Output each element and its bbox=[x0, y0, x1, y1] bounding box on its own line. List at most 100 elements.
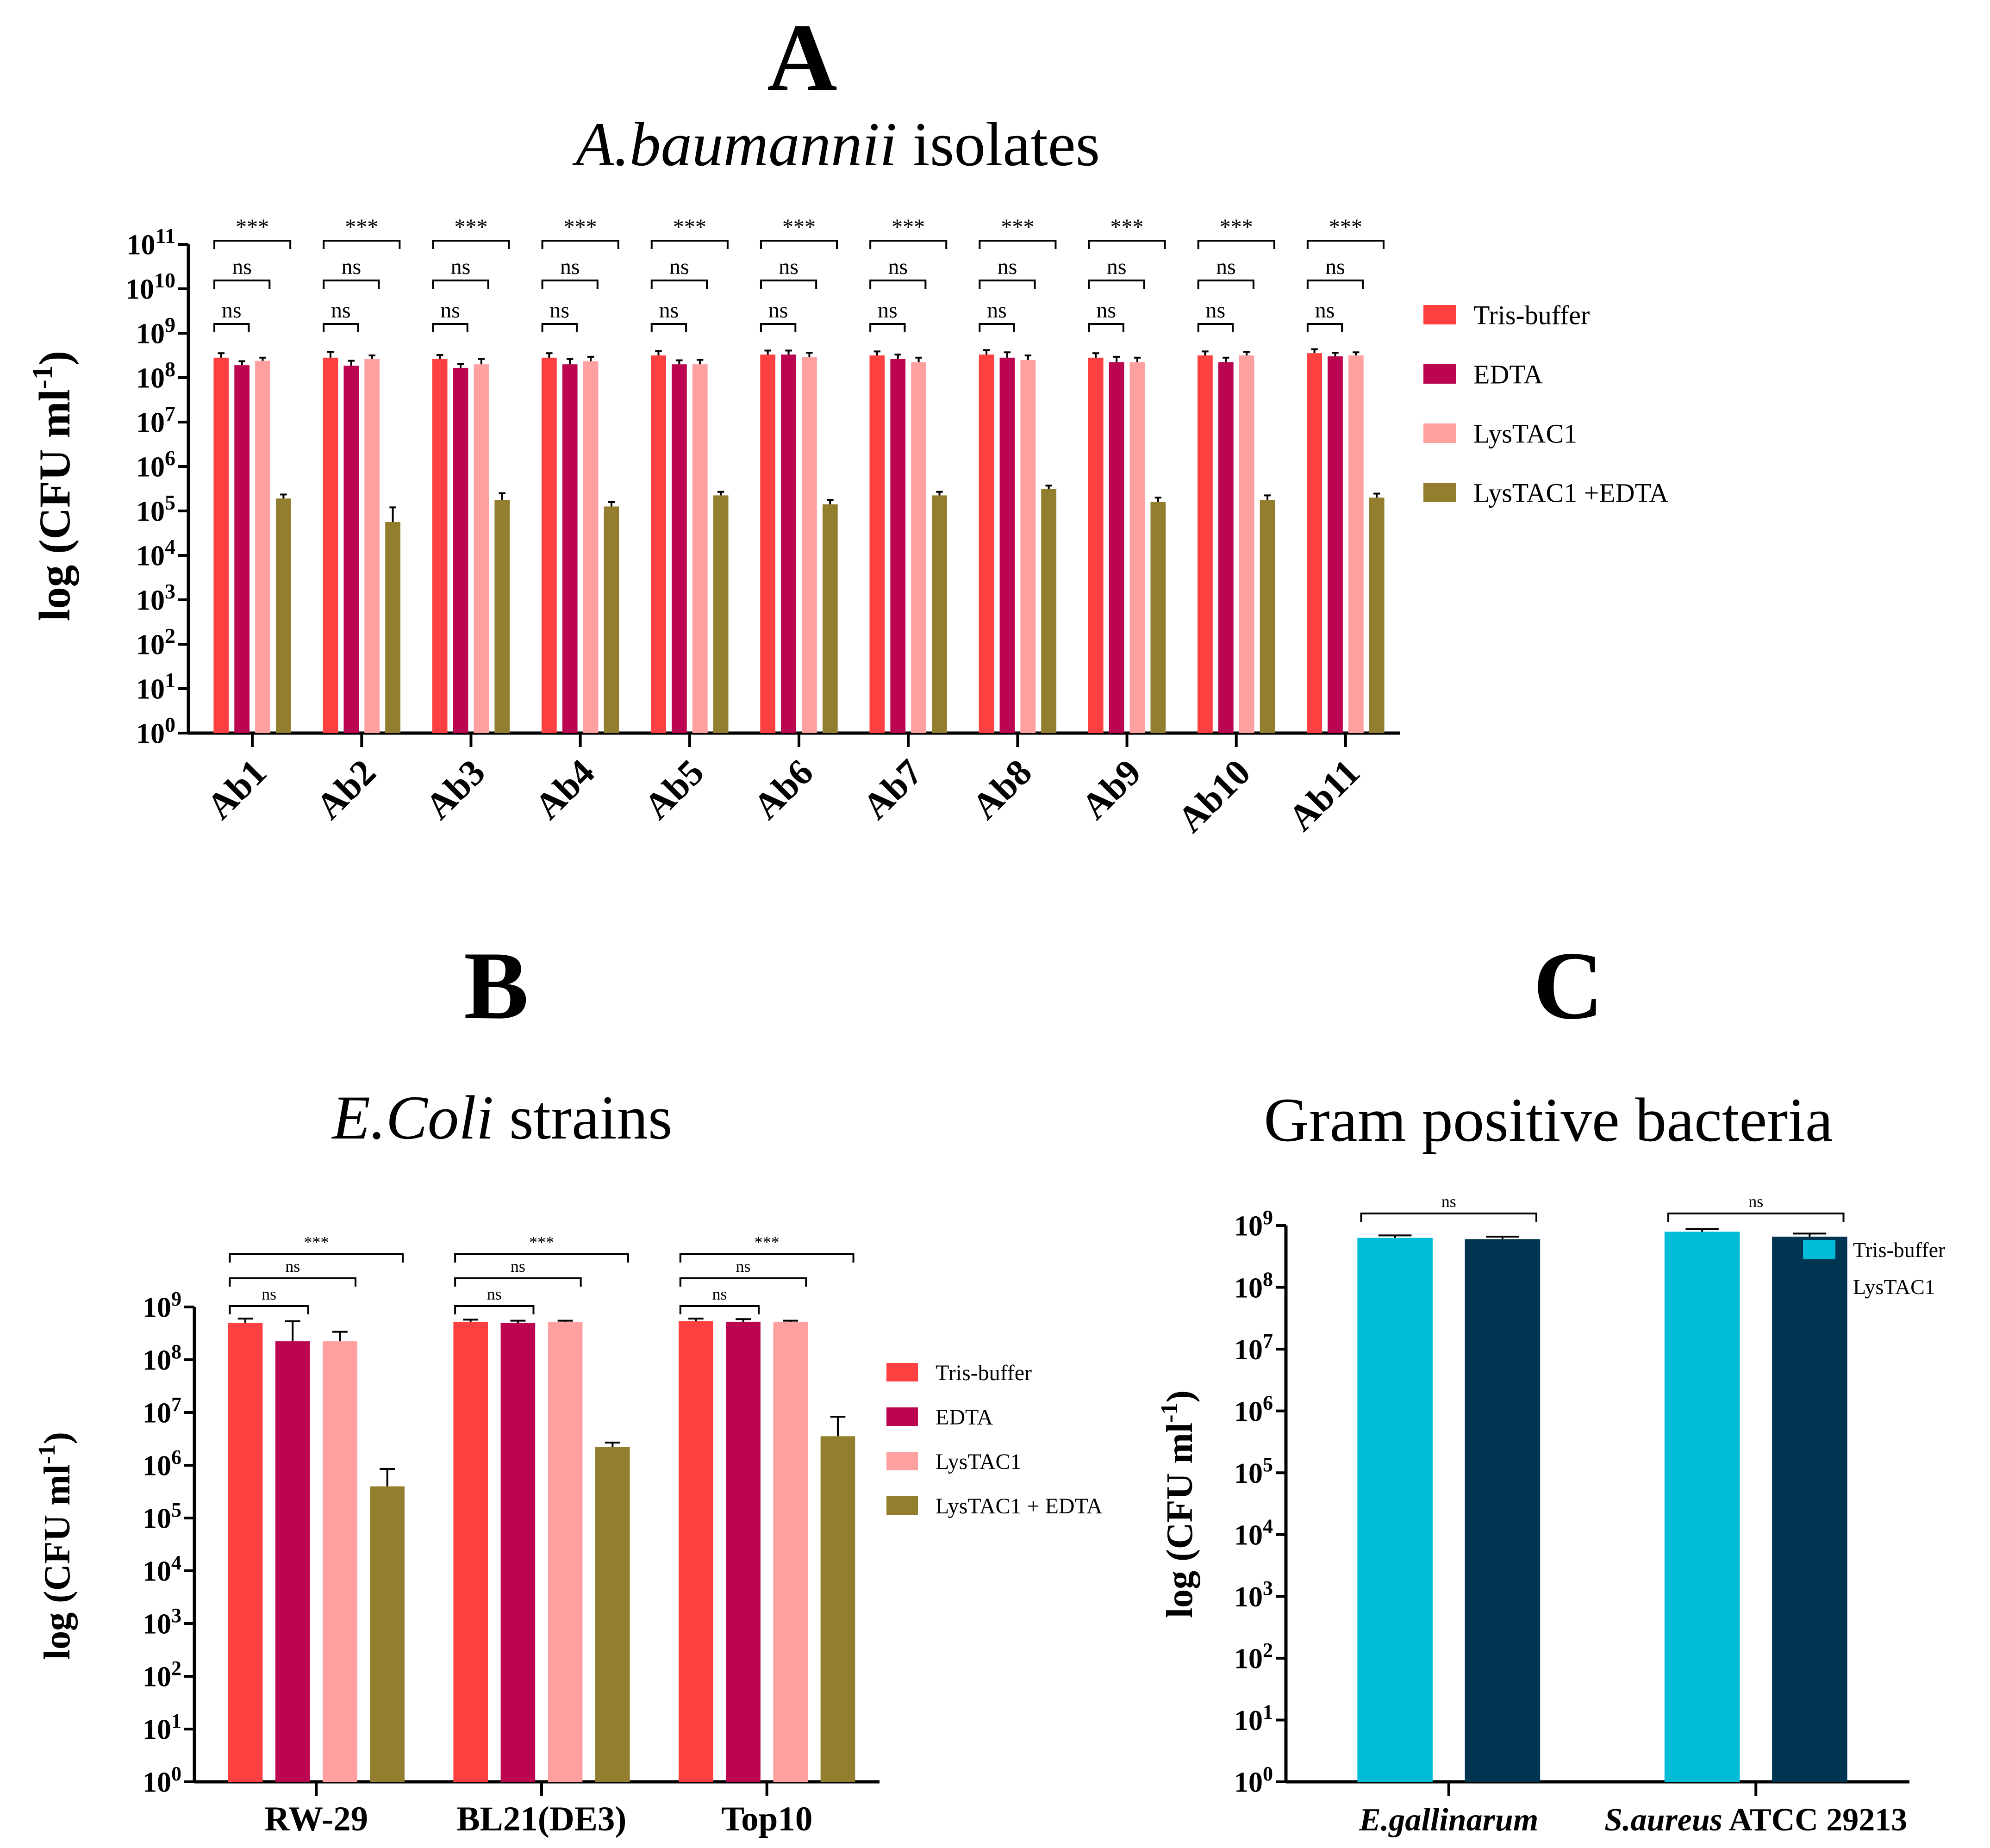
significance-bracket bbox=[454, 1253, 629, 1263]
bar bbox=[1664, 1232, 1740, 1782]
significance-bracket bbox=[1088, 323, 1124, 332]
legend-label: Tris-buffer bbox=[1473, 300, 1590, 330]
significance-label: ns bbox=[888, 255, 908, 279]
panel-C: C Gram positive bacteria 100 101 102 103 104 10… bbox=[1156, 932, 1945, 1838]
legend-swatch bbox=[886, 1496, 918, 1515]
legend-swatch bbox=[1803, 1277, 1835, 1296]
significance-bracket bbox=[432, 323, 468, 332]
y-tick-label: 107 bbox=[143, 1393, 181, 1429]
bar bbox=[1328, 356, 1343, 733]
legend-label: LysTAC1 +EDTA bbox=[1473, 478, 1668, 508]
bar bbox=[276, 498, 291, 733]
significance-bracket bbox=[229, 1305, 309, 1314]
bar bbox=[781, 355, 796, 733]
bar bbox=[820, 1436, 855, 1782]
significance-bracket bbox=[213, 240, 292, 249]
bar bbox=[773, 1321, 808, 1782]
y-tick-label: 102 bbox=[143, 1657, 181, 1693]
significance-bracket bbox=[323, 280, 380, 289]
legend-swatch bbox=[1423, 483, 1456, 502]
significance-bracket bbox=[432, 240, 510, 249]
bar bbox=[760, 355, 776, 733]
significance-bracket bbox=[679, 1253, 855, 1263]
significance-bracket bbox=[1197, 280, 1254, 289]
y-tick-label: 106 bbox=[143, 1446, 181, 1482]
y-tick-label: 103 bbox=[136, 579, 175, 616]
significance-bracket bbox=[679, 1305, 760, 1314]
x-tick-label: Ab4 bbox=[527, 752, 603, 828]
bar bbox=[1348, 355, 1364, 733]
bar bbox=[500, 1323, 536, 1782]
bar bbox=[234, 365, 250, 733]
significance-label: *** bbox=[529, 1233, 554, 1251]
significance-bracket bbox=[760, 323, 797, 332]
bar bbox=[385, 522, 400, 733]
significance-label: ns bbox=[1315, 298, 1335, 323]
bar bbox=[1150, 502, 1166, 733]
significance-bracket bbox=[650, 323, 687, 332]
legend-label: LysTAC1 bbox=[936, 1450, 1022, 1474]
significance-label: ns bbox=[487, 1285, 502, 1303]
y-tick-label: 102 bbox=[136, 624, 175, 661]
x-tick-label: Ab2 bbox=[308, 752, 384, 828]
significance-bracket bbox=[1197, 240, 1275, 249]
significance-bracket bbox=[432, 280, 489, 289]
bar bbox=[453, 1321, 488, 1782]
y-tick-label: 101 bbox=[143, 1710, 181, 1746]
bar bbox=[672, 364, 687, 733]
significance-label: ns bbox=[1748, 1192, 1763, 1211]
bar bbox=[1357, 1238, 1433, 1782]
significance-bracket bbox=[213, 323, 250, 332]
significance-label: ns bbox=[549, 298, 569, 323]
significance-label: *** bbox=[454, 215, 487, 239]
bar bbox=[228, 1323, 263, 1782]
significance-bracket bbox=[541, 280, 599, 289]
significance-bracket bbox=[979, 280, 1036, 289]
significance-label: ns bbox=[232, 255, 252, 279]
significance-label: *** bbox=[345, 215, 378, 239]
x-tick-label: RW-29 bbox=[264, 1800, 368, 1838]
panel-letter: C bbox=[1533, 932, 1603, 1039]
significance-label: ns bbox=[1096, 298, 1116, 323]
bar bbox=[1129, 362, 1145, 733]
bar bbox=[453, 367, 468, 733]
significance-label: *** bbox=[1220, 215, 1253, 239]
bar bbox=[343, 366, 359, 733]
bar bbox=[1772, 1237, 1847, 1782]
significance-label: ns bbox=[1441, 1192, 1456, 1211]
y-tick-label: 107 bbox=[1234, 1330, 1273, 1366]
significance-label: ns bbox=[285, 1257, 300, 1276]
y-tick-label: 107 bbox=[136, 402, 175, 439]
significance-label: ns bbox=[878, 298, 898, 323]
y-tick-label: 100 bbox=[1234, 1762, 1273, 1798]
bar bbox=[651, 355, 666, 733]
legend-label: EDTA bbox=[1473, 359, 1543, 389]
bar bbox=[1041, 489, 1057, 733]
significance-label: ns bbox=[768, 298, 788, 323]
y-tick-label: 108 bbox=[143, 1340, 181, 1376]
legend-swatch bbox=[1423, 423, 1456, 443]
y-tick-label: 104 bbox=[1234, 1515, 1273, 1551]
panel-B: B E.Coli strains 100 101 102 103 104 105 106 107 1… bbox=[34, 932, 1103, 1838]
bar bbox=[213, 357, 229, 733]
y-tick-label: 101 bbox=[1234, 1700, 1273, 1736]
bar bbox=[679, 1321, 713, 1782]
significance-label: ns bbox=[712, 1285, 727, 1303]
significance-bracket bbox=[323, 323, 359, 332]
bar bbox=[364, 359, 380, 733]
bar bbox=[1020, 360, 1036, 733]
bar bbox=[1260, 500, 1275, 733]
bar bbox=[604, 506, 619, 733]
bar bbox=[474, 364, 489, 733]
significance-label: *** bbox=[1329, 215, 1362, 239]
significance-bracket bbox=[869, 240, 948, 249]
significance-label: *** bbox=[1001, 215, 1034, 239]
significance-bracket bbox=[869, 280, 927, 289]
bar bbox=[595, 1447, 630, 1782]
y-axis-label: log (CFU ml-1) bbox=[1156, 1390, 1200, 1618]
significance-bracket bbox=[979, 323, 1015, 332]
x-tick-label: Top10 bbox=[721, 1800, 812, 1838]
legend-swatch bbox=[1423, 364, 1456, 384]
y-axis-label: log (CFU ml-1) bbox=[34, 1432, 78, 1660]
